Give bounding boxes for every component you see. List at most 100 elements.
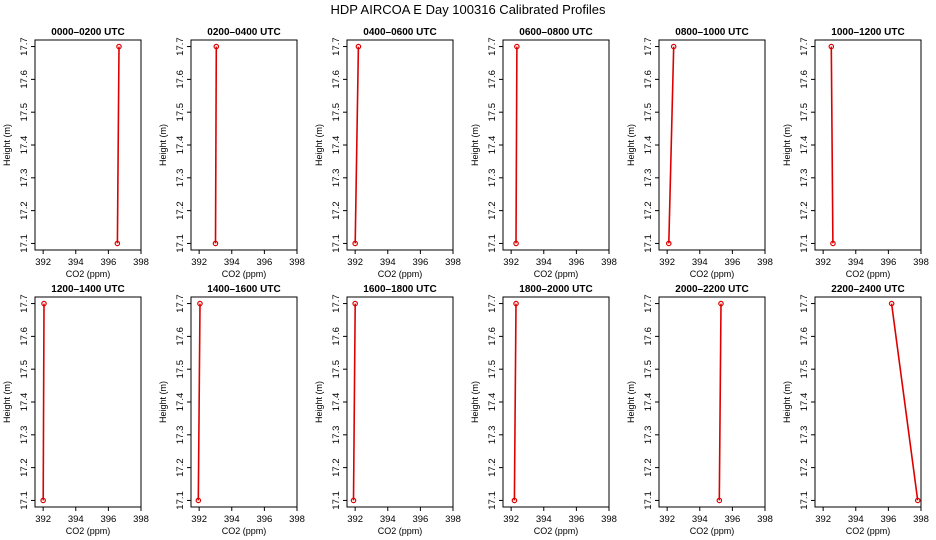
panel-title: 1200–1400 UTC (51, 284, 124, 295)
data-point (352, 240, 358, 247)
y-tick-label: 17.1 (643, 491, 654, 510)
y-tick-label: 17.6 (643, 327, 654, 346)
y-tick-label: 17.7 (175, 37, 186, 56)
x-tick-label: 398 (289, 257, 305, 268)
y-tick-label: 17.4 (331, 136, 342, 155)
data-point (352, 300, 358, 307)
y-axis-label: Height (m) (470, 381, 480, 423)
x-tick-label: 392 (815, 257, 831, 268)
y-tick-label: 17.4 (175, 393, 186, 412)
y-axis-label: Height (m) (782, 381, 792, 423)
profile-line (197, 303, 201, 501)
x-tick-label: 392 (503, 514, 519, 525)
x-tick-label: 392 (659, 514, 675, 525)
profile-panel: 2000–2200 UTC 392 394 396 398 17.1 17.2 17.3 17.… (626, 284, 773, 536)
y-tick-label: 17.6 (175, 70, 186, 89)
data-point (830, 240, 836, 247)
data-point (511, 497, 518, 504)
panel-title: 1600–1800 UTC (363, 284, 436, 295)
x-axis-label: CO2 (ppm) (66, 269, 111, 279)
y-tick-label: 17.6 (487, 70, 498, 89)
x-tick-label: 392 (35, 257, 51, 268)
y-axis-label: Height (m) (470, 124, 480, 166)
y-tick-label: 17.4 (19, 136, 30, 155)
x-tick-label: 396 (100, 257, 116, 268)
y-tick-label: 17.1 (19, 491, 30, 510)
panel-grid: 0000–0200 UTC 392 394 396 398 17.1 17.2 17.3 17.… (2, 27, 929, 536)
panel-title: 1400–1600 UTC (207, 284, 280, 295)
y-tick-label: 17.7 (799, 294, 810, 313)
x-tick-label: 396 (100, 514, 116, 525)
plot-frame (502, 39, 610, 251)
x-tick-label: 398 (445, 257, 461, 268)
y-axis-label: Height (m) (2, 124, 12, 166)
y-tick-label: 17.2 (175, 201, 186, 220)
y-axis-label: Height (m) (314, 381, 324, 423)
x-axis-label: CO2 (ppm) (222, 526, 267, 536)
y-tick-label: 17.3 (643, 426, 654, 445)
profile-line (513, 303, 517, 501)
data-point (665, 240, 672, 247)
x-tick-label: 396 (412, 514, 428, 525)
x-tick-label: 392 (347, 514, 363, 525)
y-tick-label: 17.7 (487, 37, 498, 56)
y-tick-label: 17.4 (19, 393, 30, 412)
y-tick-label: 17.2 (643, 458, 654, 477)
data-point (114, 240, 121, 247)
plot-frame (34, 296, 142, 508)
x-tick-label: 396 (724, 257, 740, 268)
x-tick-label: 394 (380, 257, 396, 268)
plot-frame (346, 296, 454, 508)
y-tick-label: 17.2 (175, 458, 186, 477)
panel-title: 1800–2000 UTC (519, 284, 592, 295)
plot-frame (658, 39, 766, 251)
y-axis-label: Height (m) (158, 381, 168, 423)
y-tick-label: 17.6 (643, 70, 654, 89)
y-tick-label: 17.2 (799, 458, 810, 477)
x-tick-label: 394 (536, 514, 552, 525)
y-tick-label: 17.6 (799, 70, 810, 89)
x-tick-label: 392 (347, 257, 363, 268)
y-tick-label: 17.2 (19, 458, 30, 477)
y-tick-label: 17.1 (175, 234, 186, 253)
x-axis-label: CO2 (ppm) (534, 526, 579, 536)
y-tick-label: 17.6 (331, 70, 342, 89)
profile-line (42, 303, 45, 501)
profile-panel: 1800–2000 UTC 392 394 396 398 17.1 17.2 17.3 17.… (470, 284, 617, 536)
x-tick-label: 394 (224, 257, 240, 268)
x-tick-label: 398 (913, 257, 929, 268)
y-tick-label: 17.2 (331, 201, 342, 220)
x-axis-label: CO2 (ppm) (690, 526, 735, 536)
panel-title: 0800–1000 UTC (675, 27, 748, 38)
y-tick-label: 17.5 (487, 360, 498, 379)
profile-panel: 1200–1400 UTC 392 394 396 398 17.1 17.2 17.3 17.… (2, 284, 149, 536)
y-axis-label: Height (m) (626, 124, 636, 166)
data-point (40, 497, 46, 504)
data-point (716, 497, 723, 504)
x-tick-label: 394 (224, 514, 240, 525)
x-tick-label: 394 (380, 514, 396, 525)
y-tick-label: 17.6 (799, 327, 810, 346)
y-tick-label: 17.4 (487, 393, 498, 412)
data-point (670, 43, 677, 50)
y-tick-label: 17.3 (331, 426, 342, 445)
y-tick-label: 17.7 (331, 37, 342, 56)
x-tick-label: 392 (659, 257, 675, 268)
plot-frame (346, 39, 454, 251)
data-point (513, 240, 519, 247)
x-tick-label: 394 (848, 257, 864, 268)
plot-frame (34, 39, 142, 251)
profile-line (668, 46, 675, 244)
x-axis-label: CO2 (ppm) (378, 269, 423, 279)
y-tick-label: 17.4 (487, 136, 498, 155)
y-tick-label: 17.4 (799, 136, 810, 155)
y-tick-label: 17.7 (331, 294, 342, 313)
data-point (41, 300, 47, 307)
y-tick-label: 17.7 (643, 37, 654, 56)
x-tick-label: 396 (724, 514, 740, 525)
x-tick-label: 398 (601, 514, 617, 525)
profile-panel: 1400–1600 UTC 392 394 396 398 17.1 17.2 17.3 17.… (158, 284, 305, 536)
y-tick-label: 17.2 (487, 458, 498, 477)
x-axis-label: CO2 (ppm) (534, 269, 579, 279)
y-tick-label: 17.3 (19, 169, 30, 188)
